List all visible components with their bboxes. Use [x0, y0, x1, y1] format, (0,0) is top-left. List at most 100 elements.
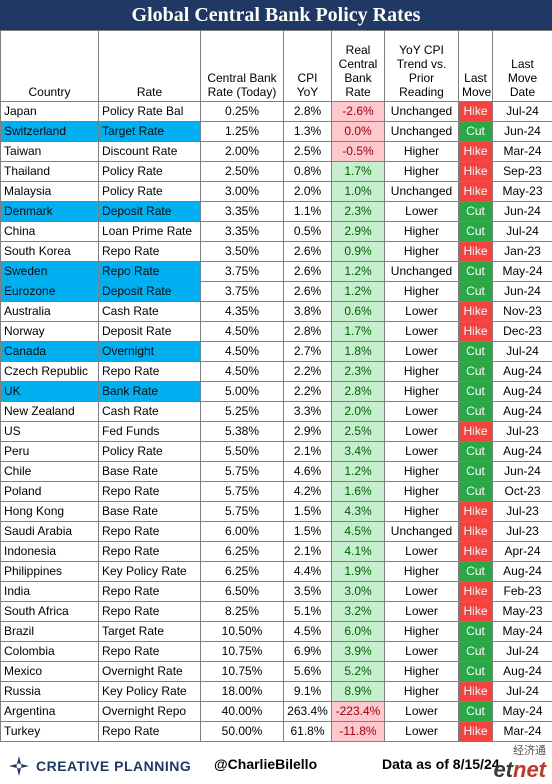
- cell-real-rate: 3.9%: [331, 641, 385, 662]
- table-row: Taiwan Discount Rate 2.00% 2.5% -0.5% Higher H…: [0, 141, 552, 162]
- table-row: Poland Repo Rate 5.75% 4.2% 1.6% Higher Cut Oct…: [0, 481, 552, 502]
- cell-last-move: Hike: [458, 601, 493, 622]
- cell-rate: Key Policy Rate: [98, 681, 201, 702]
- cell-last-move-date: Jun-24: [492, 461, 552, 482]
- cell-central-bank-rate: 5.38%: [200, 421, 284, 442]
- cell-last-move: Hike: [458, 101, 493, 122]
- cell-last-move-date: Jul-24: [492, 221, 552, 242]
- header-row: Country Rate Central Bank Rate (Today) C…: [0, 30, 552, 102]
- cell-rate: Target Rate: [98, 621, 201, 642]
- cell-rate: Repo Rate: [98, 361, 201, 382]
- cell-last-move-date: Apr-24: [492, 541, 552, 562]
- table-row: Argentina Overnight Repo 40.00% 263.4% -223.…: [0, 701, 552, 722]
- col-header-cpi-trend: YoY CPI Trend vs. Prior Reading: [384, 30, 459, 102]
- cell-rate: Overnight: [98, 341, 201, 362]
- cell-cpi-trend: Lower: [384, 641, 459, 662]
- cell-real-rate: 4.5%: [331, 521, 385, 542]
- cell-cpi-trend: Unchanged: [384, 521, 459, 542]
- cell-cpi-yoy: 263.4%: [283, 701, 332, 722]
- cell-rate: Repo Rate: [98, 581, 201, 602]
- cell-rate: Repo Rate: [98, 521, 201, 542]
- cell-cpi-yoy: 2.1%: [283, 541, 332, 562]
- cell-last-move-date: May-23: [492, 181, 552, 202]
- cell-cpi-trend: Lower: [384, 721, 459, 742]
- cell-last-move: Hike: [458, 181, 493, 202]
- cell-cpi-trend: Higher: [384, 161, 459, 182]
- cell-rate: Policy Rate: [98, 181, 201, 202]
- cell-cpi-trend: Higher: [384, 461, 459, 482]
- table-row: India Repo Rate 6.50% 3.5% 3.0% Lower Hike Feb-…: [0, 581, 552, 602]
- cell-central-bank-rate: 18.00%: [200, 681, 284, 702]
- cell-real-rate: 0.9%: [331, 241, 385, 262]
- cell-rate: Bank Rate: [98, 381, 201, 402]
- cell-central-bank-rate: 10.50%: [200, 621, 284, 642]
- cell-cpi-yoy: 61.8%: [283, 721, 332, 742]
- table-row: Czech Republic Repo Rate 4.50% 2.2% 2.3% High…: [0, 361, 552, 382]
- cell-country: New Zealand: [0, 401, 99, 422]
- cell-last-move-date: Jun-24: [492, 281, 552, 302]
- cell-last-move: Hike: [458, 161, 493, 182]
- cell-central-bank-rate: 3.00%: [200, 181, 284, 202]
- cell-country: Japan: [0, 101, 99, 122]
- cell-central-bank-rate: 40.00%: [200, 701, 284, 722]
- cell-cpi-trend: Higher: [384, 381, 459, 402]
- cell-last-move-date: Jul-24: [492, 341, 552, 362]
- cell-central-bank-rate: 3.75%: [200, 261, 284, 282]
- cell-central-bank-rate: 6.50%: [200, 581, 284, 602]
- cell-cpi-trend: Lower: [384, 701, 459, 722]
- cell-country: Denmark: [0, 201, 99, 222]
- cell-rate: Cash Rate: [98, 301, 201, 322]
- cell-rate: Target Rate: [98, 121, 201, 142]
- cell-real-rate: 5.2%: [331, 661, 385, 682]
- col-header-last-move: Last Move: [458, 30, 493, 102]
- cell-rate: Discount Rate: [98, 141, 201, 162]
- table-row: Eurozone Deposit Rate 3.75% 2.6% 1.2% Higher C…: [0, 281, 552, 302]
- cell-country: India: [0, 581, 99, 602]
- etnet-watermark: 经济通 etnet: [486, 745, 546, 784]
- cell-cpi-yoy: 9.1%: [283, 681, 332, 702]
- cell-country: South Africa: [0, 601, 99, 622]
- table-row: Denmark Deposit Rate 3.35% 1.1% 2.3% Lower Cut…: [0, 201, 552, 222]
- cell-central-bank-rate: 3.75%: [200, 281, 284, 302]
- cell-central-bank-rate: 8.25%: [200, 601, 284, 622]
- table-row: Norway Deposit Rate 4.50% 2.8% 1.7% Lower Hike…: [0, 321, 552, 342]
- cell-real-rate: 4.1%: [331, 541, 385, 562]
- cell-last-move-date: Jul-24: [492, 101, 552, 122]
- cell-real-rate: 1.2%: [331, 261, 385, 282]
- cell-cpi-trend: Lower: [384, 201, 459, 222]
- cell-rate: Repo Rate: [98, 601, 201, 622]
- cell-real-rate: 2.9%: [331, 221, 385, 242]
- cell-country: Mexico: [0, 661, 99, 682]
- cell-real-rate: -11.8%: [331, 721, 385, 742]
- logo-text: CREATIVE PLANNING: [36, 758, 192, 774]
- cell-cpi-yoy: 3.3%: [283, 401, 332, 422]
- cell-rate: Repo Rate: [98, 261, 201, 282]
- cell-central-bank-rate: 2.00%: [200, 141, 284, 162]
- cell-real-rate: -223.4%: [331, 701, 385, 722]
- cell-real-rate: 1.6%: [331, 481, 385, 502]
- cell-last-move-date: May-24: [492, 261, 552, 282]
- cell-real-rate: 0.0%: [331, 121, 385, 142]
- cell-last-move-date: Aug-24: [492, 441, 552, 462]
- cell-real-rate: 2.5%: [331, 421, 385, 442]
- cell-cpi-yoy: 2.6%: [283, 241, 332, 262]
- footer: CREATIVE PLANNING @CharlieBilello Data a…: [0, 745, 552, 784]
- cell-last-move: Cut: [458, 201, 493, 222]
- col-header-rate: Rate: [98, 30, 201, 102]
- cell-rate: Base Rate: [98, 461, 201, 482]
- cell-rate: Policy Rate: [98, 441, 201, 462]
- cell-rate: Policy Rate: [98, 161, 201, 182]
- cell-central-bank-rate: 2.50%: [200, 161, 284, 182]
- cell-real-rate: 0.6%: [331, 301, 385, 322]
- cell-central-bank-rate: 6.00%: [200, 521, 284, 542]
- cell-rate: Base Rate: [98, 501, 201, 522]
- cell-real-rate: 1.8%: [331, 341, 385, 362]
- cell-last-move: Cut: [458, 361, 493, 382]
- cell-real-rate: 1.2%: [331, 281, 385, 302]
- table-row: Indonesia Repo Rate 6.25% 2.1% 4.1% Lower Hike…: [0, 541, 552, 562]
- cell-last-move: Hike: [458, 541, 493, 562]
- cell-country: Norway: [0, 321, 99, 342]
- cell-cpi-yoy: 6.9%: [283, 641, 332, 662]
- cell-last-move-date: May-24: [492, 621, 552, 642]
- cell-country: Eurozone: [0, 281, 99, 302]
